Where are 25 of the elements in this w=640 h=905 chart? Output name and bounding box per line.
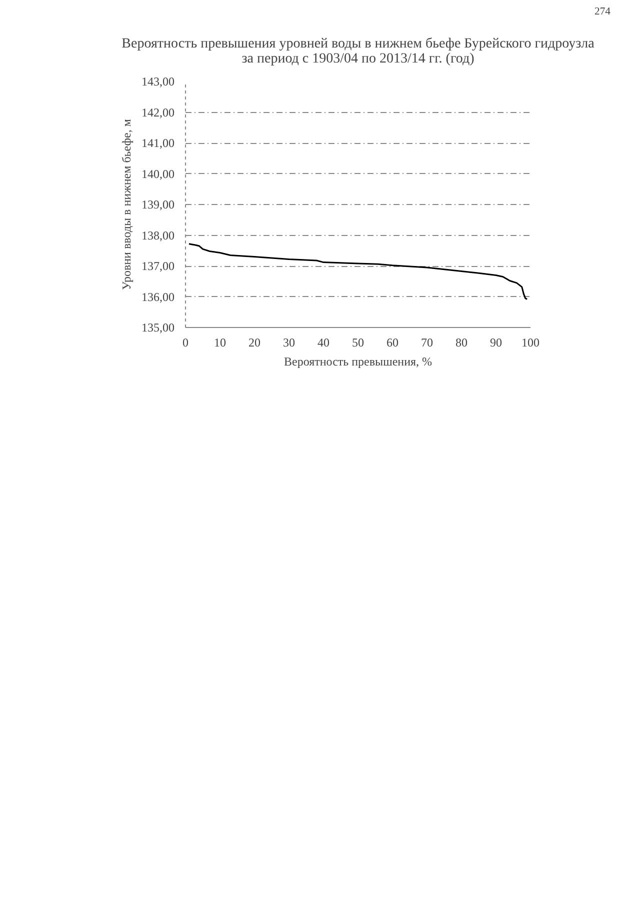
y-tick-label: 138,00 [142,228,174,242]
y-tick-label: 137,00 [142,259,174,273]
y-tick-label: 140,00 [142,166,174,181]
x-tick-label: 10 [214,336,226,350]
x-tick-label: 0 [182,336,188,350]
y-axis-title: Уровни вводы в нижнем бьефе, м [120,118,134,290]
x-tick-label: 70 [421,336,433,350]
text: 274 [594,6,612,18]
y-tick-label: 135,00 [142,320,174,334]
y-tick-label: 142,00 [142,105,174,120]
x-tick-label: 30 [283,336,295,350]
x-tick-label: 100 [522,336,540,350]
x-tick-label: 20 [248,336,260,350]
x-tick-label: 60 [386,336,398,350]
chart-title: Вероятность превышения уровней воды в нижнем бьефе Бурейского гидроузла за период с 1903/04 по 2013/14 гг. (год) [122,36,596,66]
line-series [188,243,528,300]
y-tick-label: 141,00 [142,136,174,150]
y-tick-label: 143,00 [142,74,174,88]
x-axis-title: Вероятность превышения, % [284,354,432,368]
x-tick-label: 50 [352,336,364,350]
y-tick-label: 136,00 [142,290,174,304]
x-tick-label: 90 [490,336,502,350]
x-tick-label: 40 [318,336,330,350]
y-tick-label: 139,00 [142,198,174,212]
x-tick-label: 80 [456,336,468,350]
